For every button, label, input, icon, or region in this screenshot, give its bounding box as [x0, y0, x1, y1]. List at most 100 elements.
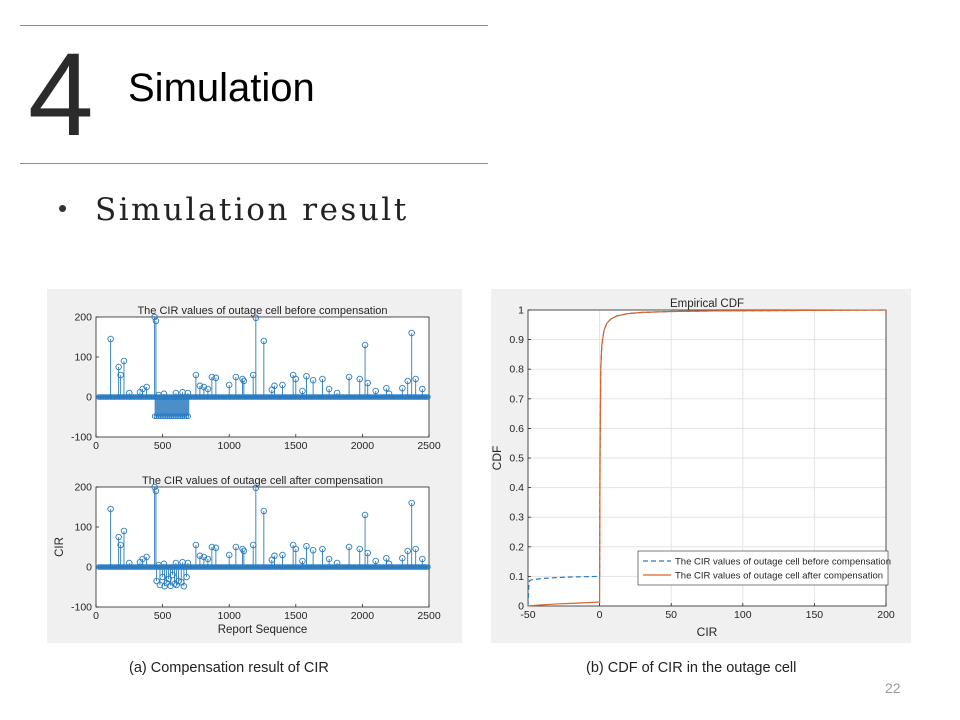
stem-marker: [115, 363, 122, 371]
stem-marker: [356, 545, 363, 553]
stem-marker: [309, 546, 317, 554]
stem-marker: [225, 551, 233, 559]
stem-marker: [156, 581, 164, 589]
y-tick-label: 0.5: [509, 453, 524, 465]
stem-marker: [126, 559, 133, 567]
stem-marker: [240, 547, 248, 555]
outage-marker: [170, 413, 177, 419]
stem-marker: [404, 377, 411, 385]
stem-marker: [412, 375, 419, 383]
x-tick-label: 500: [154, 610, 172, 622]
x-tick-label: 100: [734, 609, 752, 621]
stem-marker: [115, 533, 122, 541]
y-tick-label: 0: [518, 601, 524, 613]
x-tick-label: 2500: [417, 440, 441, 452]
outage-marker: [183, 413, 190, 419]
stem-marker: [143, 553, 150, 561]
stem-marker: [232, 543, 240, 551]
stem-marker: [151, 483, 158, 491]
stem-marker: [404, 547, 411, 555]
cdf-series-line: [527, 309, 887, 607]
y-tick-label: 0.9: [509, 334, 524, 346]
stem-marker: [167, 582, 174, 590]
stem-marker: [299, 557, 306, 565]
outage-marker: [185, 413, 191, 419]
stem-marker: [319, 375, 326, 383]
y-tick-label: 100: [74, 522, 92, 534]
stem-marker: [107, 505, 114, 513]
stem-marker: [252, 314, 260, 322]
x-tick-label: 1000: [218, 610, 242, 622]
stem-marker: [271, 552, 278, 560]
stem-marker: [152, 487, 160, 495]
stem-marker: [279, 381, 286, 389]
cdf-plot: -50 0 50 100 150 20000.10.20.30.40.50.60.70.8…: [490, 298, 895, 639]
stem-marker: [180, 582, 188, 590]
outage-marker: [153, 413, 160, 419]
stem-marker: [208, 373, 216, 381]
y-tick-label: 0.2: [509, 541, 524, 553]
stem-marker: [204, 385, 212, 393]
stem-marker: [325, 385, 333, 393]
stem-marker: [232, 373, 240, 381]
bullet-icon: •: [58, 193, 68, 223]
y-tick-label: 200: [74, 312, 92, 324]
plot-area: [96, 487, 429, 607]
stem-marker: [160, 390, 168, 398]
stem-marker: [159, 573, 166, 581]
stem-marker: [408, 329, 415, 337]
y-tick-label: -100: [71, 432, 92, 444]
x-tick-label: 2000: [351, 440, 375, 452]
stem-marker: [192, 371, 200, 379]
outage-marker: [155, 413, 162, 419]
stem-marker: [184, 389, 192, 397]
legend-box: [637, 550, 889, 586]
axes-box: [95, 486, 430, 608]
outage-marker: [168, 413, 175, 419]
stem-marker: [173, 581, 180, 589]
stem-marker: [212, 374, 220, 382]
chart-title: Empirical CDF: [670, 298, 744, 310]
page-number: 22: [885, 680, 901, 696]
stem-marker: [183, 573, 190, 581]
bottom-divider: [20, 163, 488, 164]
outage-marker: [179, 413, 186, 419]
y-tick-label: 0.4: [509, 482, 524, 494]
stem-marker: [419, 555, 426, 563]
stem-marker: [361, 341, 369, 349]
stem-marker: [160, 560, 168, 568]
y-axis-label: CDF: [491, 446, 504, 471]
stem-marker: [212, 544, 220, 552]
outage-band: [154, 397, 190, 417]
stem-marker: [303, 372, 310, 380]
stem-marker: [325, 555, 333, 563]
outage-marker: [166, 413, 173, 419]
stem-marker: [126, 389, 133, 397]
stem-marker: [260, 507, 268, 515]
y-tick-label: 0.3: [509, 512, 524, 524]
outage-marker: [159, 413, 165, 419]
stem-marker: [385, 560, 393, 568]
y-tick-label: 0.6: [509, 423, 524, 435]
outage-marker: [163, 413, 169, 419]
stem-marker: [192, 541, 200, 549]
legend-label: The CIR values of outage cell after comp…: [675, 571, 883, 582]
y-tick-label: 0.1: [509, 571, 524, 583]
outage-marker: [177, 413, 184, 419]
stem-marker: [419, 385, 426, 393]
x-tick-label: -50: [520, 609, 535, 621]
top-divider: [20, 25, 488, 26]
x-axis-label: Report Sequence: [218, 624, 308, 636]
stem-marker: [139, 555, 146, 563]
stem-marker: [383, 384, 390, 392]
stem-marker: [117, 541, 124, 549]
stem-marker: [120, 527, 128, 535]
y-tick-label: 0: [86, 392, 92, 404]
x-tick-label: 150: [806, 609, 824, 621]
outage-marker: [164, 413, 171, 419]
section-title: Simulation: [128, 66, 315, 110]
x-tick-label: 1500: [284, 440, 308, 452]
section-number: 4: [28, 29, 94, 161]
